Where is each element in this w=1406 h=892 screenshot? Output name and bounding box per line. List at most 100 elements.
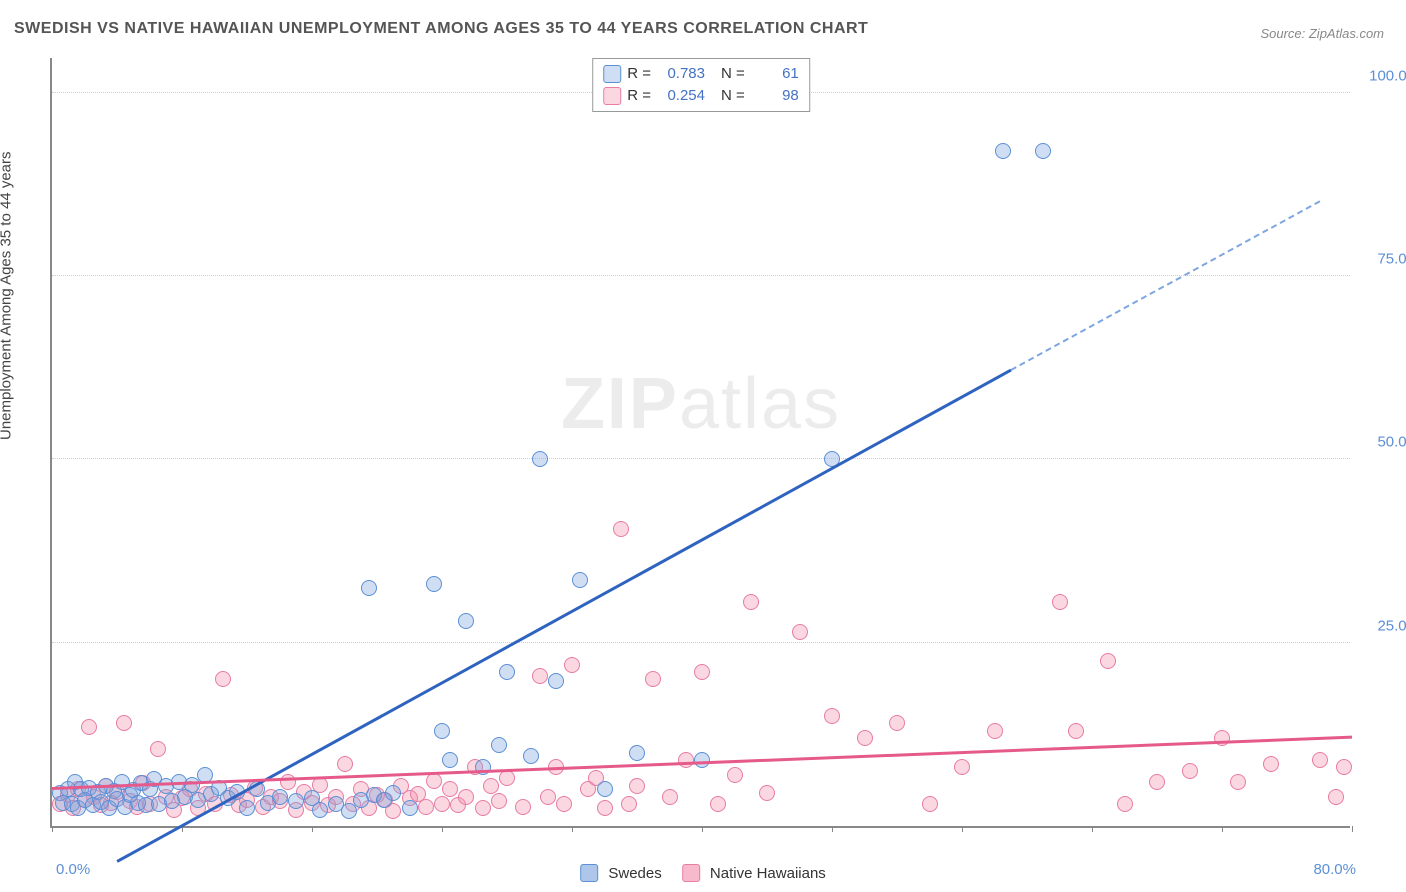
scatter-point (491, 793, 507, 809)
y-tick-label: 25.0% (1360, 617, 1406, 634)
trend-line (1010, 201, 1320, 371)
scatter-point (1149, 774, 1165, 790)
legend-item-hawaiians: Native Hawaiians (682, 864, 826, 882)
y-tick-label: 100.0% (1360, 67, 1406, 84)
scatter-point (1263, 756, 1279, 772)
scatter-point (564, 657, 580, 673)
scatter-point (475, 800, 491, 816)
gridline (52, 458, 1350, 459)
scatter-point (540, 789, 556, 805)
legend-n-label: N = (721, 85, 745, 107)
swatch-swedes (580, 864, 598, 882)
correlation-legend: R = 0.783 N = 61 R = 0.254 N = 98 (592, 58, 810, 112)
scatter-point (1117, 796, 1133, 812)
legend-label-swedes: Swedes (608, 865, 661, 882)
scatter-point (442, 781, 458, 797)
scatter-point (792, 624, 808, 640)
scatter-point (116, 715, 132, 731)
scatter-point (1328, 789, 1344, 805)
scatter-point (475, 759, 491, 775)
scatter-point (922, 796, 938, 812)
chart-title: SWEDISH VS NATIVE HAWAIIAN UNEMPLOYMENT … (14, 20, 868, 38)
scatter-point (458, 789, 474, 805)
swatch-swedes (603, 65, 621, 83)
legend-r-label: R = (627, 85, 651, 107)
scatter-point (1312, 752, 1328, 768)
scatter-point (150, 741, 166, 757)
scatter-point (272, 789, 288, 805)
scatter-point (483, 778, 499, 794)
source-attribution: Source: ZipAtlas.com (1260, 26, 1384, 41)
scatter-point (288, 793, 304, 809)
scatter-point (81, 719, 97, 735)
scatter-point (987, 723, 1003, 739)
scatter-point (824, 708, 840, 724)
x-tick-mark (442, 826, 443, 832)
scatter-point (678, 752, 694, 768)
x-tick-mark (832, 826, 833, 832)
scatter-point (1068, 723, 1084, 739)
legend-row-swedes: R = 0.783 N = 61 (603, 63, 799, 85)
scatter-point (402, 800, 418, 816)
x-tick-mark (312, 826, 313, 832)
scatter-point (499, 770, 515, 786)
scatter-point (337, 756, 353, 772)
scatter-point (694, 752, 710, 768)
scatter-point (759, 785, 775, 801)
x-tick-mark (52, 826, 53, 832)
y-tick-label: 75.0% (1360, 251, 1406, 268)
scatter-point (621, 796, 637, 812)
gridline (52, 642, 1350, 643)
legend-label-hawaiians: Native Hawaiians (710, 865, 826, 882)
scatter-point (1214, 730, 1230, 746)
legend-n-value-hawaiians: 98 (751, 85, 799, 107)
scatter-point (1052, 594, 1068, 610)
x-tick-mark (572, 826, 573, 832)
scatter-point (597, 800, 613, 816)
scatter-point (361, 580, 377, 596)
scatter-point (1230, 774, 1246, 790)
scatter-point (312, 802, 328, 818)
scatter-point (215, 671, 231, 687)
scatter-point (743, 594, 759, 610)
scatter-point (532, 668, 548, 684)
x-tick-mark (1352, 826, 1353, 832)
x-tick-mark (962, 826, 963, 832)
scatter-point (280, 774, 296, 790)
scatter-point (727, 767, 743, 783)
scatter-point (556, 796, 572, 812)
scatter-point (1336, 759, 1352, 775)
scatter-point (662, 789, 678, 805)
scatter-point (523, 748, 539, 764)
gridline (52, 275, 1350, 276)
scatter-point (694, 664, 710, 680)
x-axis-min-label: 0.0% (56, 861, 90, 878)
scatter-point (1100, 653, 1116, 669)
swatch-hawaiians (682, 864, 700, 882)
scatter-point (434, 723, 450, 739)
watermark: ZIPatlas (561, 363, 841, 445)
series-legend: Swedes Native Hawaiians (580, 864, 826, 882)
scatter-point (710, 796, 726, 812)
scatter-point (385, 785, 401, 801)
scatter-point (499, 664, 515, 680)
x-axis-max-label: 80.0% (1313, 861, 1356, 878)
scatter-point (418, 799, 434, 815)
scatter-point (532, 451, 548, 467)
y-tick-label: 50.0% (1360, 434, 1406, 451)
scatter-point (613, 521, 629, 537)
scatter-point (434, 796, 450, 812)
x-tick-mark (182, 826, 183, 832)
scatter-point (572, 572, 588, 588)
scatter-point (426, 773, 442, 789)
scatter-point (491, 737, 507, 753)
scatter-point (548, 673, 564, 689)
scatter-point (889, 715, 905, 731)
legend-row-hawaiians: R = 0.254 N = 98 (603, 85, 799, 107)
legend-n-value-swedes: 61 (751, 63, 799, 85)
legend-n-label: N = (721, 63, 745, 85)
swatch-hawaiians (603, 87, 621, 105)
scatter-point (1035, 143, 1051, 159)
x-tick-mark (1092, 826, 1093, 832)
scatter-point (857, 730, 873, 746)
